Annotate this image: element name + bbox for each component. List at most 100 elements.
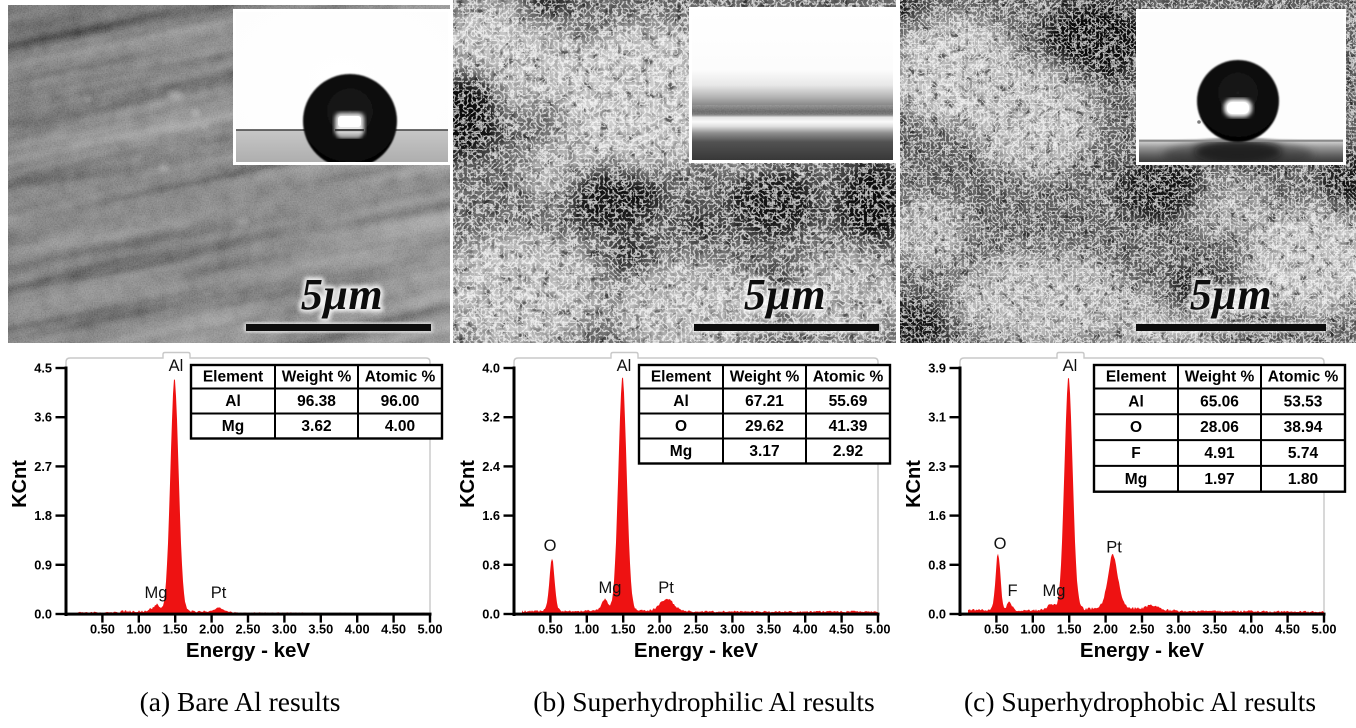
- svg-text:F: F: [1131, 445, 1140, 462]
- svg-text:O: O: [1130, 419, 1142, 436]
- svg-text:3.1: 3.1: [928, 410, 946, 425]
- svg-text:0.8: 0.8: [928, 557, 946, 572]
- svg-text:96.38: 96.38: [297, 393, 336, 410]
- svg-text:Atomic %: Atomic %: [1268, 369, 1339, 386]
- svg-text:4.00: 4.00: [385, 418, 415, 435]
- svg-text:1.8: 1.8: [34, 508, 52, 523]
- svg-text:1.50: 1.50: [611, 621, 636, 636]
- svg-text:Atomic %: Atomic %: [365, 369, 436, 386]
- svg-text:Energy - keV: Energy - keV: [186, 639, 311, 662]
- svg-text:3.00: 3.00: [1166, 621, 1191, 636]
- svg-text:KCnt: KCnt: [9, 460, 31, 508]
- svg-text:5.00: 5.00: [866, 621, 891, 636]
- svg-text:Al: Al: [673, 393, 689, 410]
- svg-text:Al: Al: [225, 393, 241, 410]
- svg-text:1.6: 1.6: [482, 508, 500, 523]
- svg-text:5μm: 5μm: [301, 270, 383, 319]
- svg-text:4.00: 4.00: [345, 621, 370, 636]
- svg-text:3.00: 3.00: [272, 621, 297, 636]
- svg-text:2.00: 2.00: [647, 621, 672, 636]
- svg-text:0.50: 0.50: [538, 621, 563, 636]
- svg-text:Weight %: Weight %: [282, 369, 352, 386]
- svg-text:2.50: 2.50: [1130, 621, 1155, 636]
- svg-text:4.50: 4.50: [1275, 621, 1300, 636]
- svg-text:38.94: 38.94: [1284, 419, 1323, 436]
- svg-text:1.80: 1.80: [1288, 471, 1318, 488]
- svg-text:1.00: 1.00: [1020, 621, 1045, 636]
- svg-text:O: O: [544, 537, 557, 555]
- svg-text:5.74: 5.74: [1288, 445, 1319, 462]
- svg-text:2.7: 2.7: [34, 459, 52, 474]
- svg-text:KCnt: KCnt: [903, 460, 925, 508]
- svg-text:Mg: Mg: [145, 584, 168, 602]
- svg-text:Pt: Pt: [658, 579, 674, 597]
- svg-text:Element: Element: [203, 369, 263, 386]
- svg-text:4.00: 4.00: [793, 621, 818, 636]
- svg-text:O: O: [994, 535, 1007, 553]
- svg-text:5μm: 5μm: [744, 270, 826, 319]
- svg-text:Weight %: Weight %: [1185, 369, 1255, 386]
- svg-text:Mg: Mg: [1043, 582, 1066, 600]
- svg-text:3.50: 3.50: [308, 621, 333, 636]
- svg-text:5μm: 5μm: [1190, 270, 1272, 319]
- svg-text:5μm: 5μm: [1190, 270, 1272, 319]
- svg-text:(c) Superhydrophobic Al result: (c) Superhydrophobic Al results: [964, 686, 1316, 717]
- svg-text:1.50: 1.50: [163, 621, 188, 636]
- svg-text:5.00: 5.00: [1312, 621, 1337, 636]
- svg-text:2.50: 2.50: [236, 621, 261, 636]
- svg-text:Mg: Mg: [1125, 471, 1147, 488]
- svg-text:Al: Al: [617, 357, 632, 375]
- svg-text:KCnt: KCnt: [457, 460, 479, 508]
- svg-text:Element: Element: [651, 369, 711, 386]
- svg-text:Weight %: Weight %: [730, 369, 800, 386]
- svg-text:Element: Element: [1106, 369, 1166, 386]
- svg-text:Mg: Mg: [222, 418, 244, 435]
- svg-text:2.92: 2.92: [833, 443, 863, 460]
- svg-text:Atomic %: Atomic %: [813, 369, 884, 386]
- svg-text:28.06: 28.06: [1200, 419, 1239, 436]
- svg-text:4.5: 4.5: [34, 361, 52, 376]
- svg-text:41.39: 41.39: [829, 418, 868, 435]
- svg-text:53.53: 53.53: [1284, 393, 1323, 410]
- svg-text:3.00: 3.00: [720, 621, 745, 636]
- svg-text:Pt: Pt: [1106, 539, 1122, 557]
- svg-text:2.00: 2.00: [199, 621, 224, 636]
- svg-text:2.50: 2.50: [684, 621, 709, 636]
- svg-text:65.06: 65.06: [1200, 393, 1239, 410]
- svg-text:67.21: 67.21: [745, 393, 784, 410]
- svg-text:1.00: 1.00: [126, 621, 151, 636]
- svg-text:29.62: 29.62: [745, 418, 784, 435]
- svg-text:3.6: 3.6: [34, 410, 52, 425]
- svg-text:Al: Al: [1063, 357, 1078, 375]
- svg-text:4.0: 4.0: [482, 361, 500, 376]
- svg-text:0.0: 0.0: [34, 607, 52, 622]
- svg-text:Energy - keV: Energy - keV: [1080, 639, 1205, 662]
- svg-text:4.50: 4.50: [829, 621, 854, 636]
- svg-text:2.3: 2.3: [928, 459, 946, 474]
- svg-text:0.50: 0.50: [90, 621, 115, 636]
- svg-text:0.50: 0.50: [984, 621, 1009, 636]
- svg-text:1.97: 1.97: [1204, 471, 1234, 488]
- svg-text:3.17: 3.17: [749, 443, 779, 460]
- svg-text:O: O: [675, 418, 687, 435]
- svg-text:96.00: 96.00: [381, 393, 420, 410]
- svg-text:0.0: 0.0: [928, 607, 946, 622]
- svg-text:(a) Bare Al results: (a) Bare Al results: [140, 686, 341, 717]
- svg-text:2.00: 2.00: [1093, 621, 1118, 636]
- svg-text:Mg: Mg: [670, 443, 692, 460]
- svg-text:F: F: [1007, 582, 1017, 600]
- svg-text:0.9: 0.9: [34, 557, 52, 572]
- svg-text:4.00: 4.00: [1239, 621, 1264, 636]
- svg-text:0.0: 0.0: [482, 607, 500, 622]
- svg-text:0.8: 0.8: [482, 557, 500, 572]
- svg-text:5μm: 5μm: [301, 270, 383, 319]
- svg-text:1.6: 1.6: [928, 508, 946, 523]
- svg-text:1.50: 1.50: [1057, 621, 1082, 636]
- svg-text:Al: Al: [1128, 393, 1144, 410]
- svg-text:1.00: 1.00: [574, 621, 599, 636]
- svg-text:2.4: 2.4: [482, 459, 501, 474]
- svg-text:3.50: 3.50: [756, 621, 781, 636]
- svg-text:Al: Al: [169, 357, 184, 375]
- svg-text:3.2: 3.2: [482, 410, 500, 425]
- svg-text:4.91: 4.91: [1204, 445, 1235, 462]
